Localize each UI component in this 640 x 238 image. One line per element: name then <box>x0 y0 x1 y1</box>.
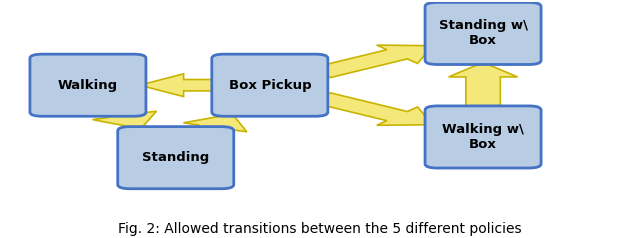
Text: Walking: Walking <box>58 79 118 92</box>
FancyBboxPatch shape <box>118 127 234 189</box>
Polygon shape <box>92 111 157 129</box>
Text: Box Pickup: Box Pickup <box>228 79 311 92</box>
FancyBboxPatch shape <box>212 54 328 116</box>
Polygon shape <box>310 45 433 78</box>
Polygon shape <box>449 62 518 108</box>
FancyBboxPatch shape <box>30 54 146 116</box>
Text: Walking w\
Box: Walking w\ Box <box>442 123 524 151</box>
FancyBboxPatch shape <box>425 2 541 64</box>
Text: Standing w\
Box: Standing w\ Box <box>438 20 527 47</box>
Polygon shape <box>184 114 247 132</box>
Text: Fig. 2: Allowed transitions between the 5 different policies: Fig. 2: Allowed transitions between the … <box>118 222 522 236</box>
Text: Standing: Standing <box>142 151 209 164</box>
Polygon shape <box>140 74 218 97</box>
FancyBboxPatch shape <box>425 106 541 168</box>
Polygon shape <box>310 93 433 125</box>
